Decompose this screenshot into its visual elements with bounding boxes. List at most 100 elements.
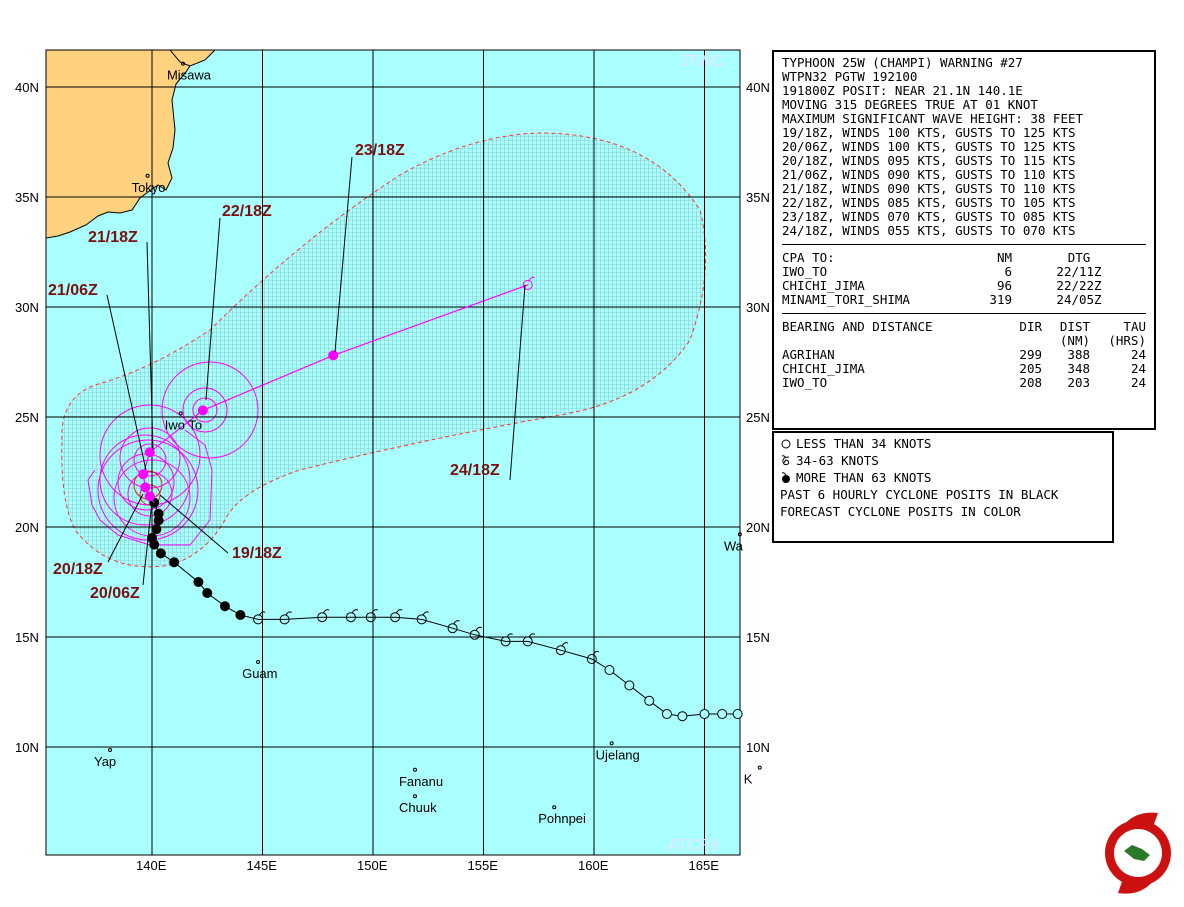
- past-position-marker: [604, 665, 615, 675]
- warning-line: 24/18Z, WINDS 055 KTS, GUSTS TO 070 KTS: [782, 223, 1076, 238]
- warning-line: 20/06Z, WINDS 100 KTS, GUSTS TO 125 KTS: [782, 139, 1076, 154]
- hokkaido-landmass: [169, 50, 216, 67]
- cpa-dtg: 22/11Z: [1056, 264, 1102, 279]
- table-row: CHICHI_JIMA 96 22/22Z: [782, 279, 1146, 293]
- past-position-marker: [555, 642, 569, 656]
- warning-line: MOVING 315 DEGREES TRUE AT 01 KNOT: [782, 97, 1038, 112]
- place-labels: Misawa Tokyo Iwo To Guam Yap Ujelang Fananu Chu…: [94, 61, 762, 826]
- danger-area: [61, 132, 707, 568]
- warning-line: 22/18Z, WINDS 085 KTS, GUSTS TO 105 KTS: [782, 195, 1076, 210]
- past-position-marker: [469, 626, 482, 640]
- japan-landmass: [46, 50, 201, 239]
- warning-line: WTPN32 PGTW 192100: [782, 69, 918, 84]
- bearing-header-tau: TAU: [1123, 319, 1146, 334]
- bearing-dir: 205: [1019, 361, 1042, 376]
- past-position-marker: [169, 557, 180, 568]
- past-position-marker: [365, 609, 379, 623]
- storm-symbol-icon: [781, 454, 790, 465]
- cpa-dtg: 22/22Z: [1056, 278, 1102, 293]
- bearing-subheader-dir: [1002, 334, 1042, 348]
- cpa-header-dtg: DTG: [1067, 250, 1091, 265]
- lat-tick-label: 30N: [15, 300, 39, 315]
- place-label: Yap: [94, 748, 116, 769]
- track-map: 40N 40N 35N 35N 30N 30N 25N 25N 20N 20N 15N 15N 10N 1…: [15, 49, 770, 873]
- lon-tick-label: 140E: [136, 858, 167, 873]
- cpa-table: CPA TO: NM DTG IWO_TO 6 22/11Z CHICHI_JI…: [782, 251, 1146, 307]
- cpa-station: IWO_TO: [782, 264, 828, 279]
- past-position-marker: [219, 601, 230, 612]
- past-position-marker: [153, 508, 164, 519]
- svg-text:K: K: [744, 772, 753, 787]
- lon-tick-label: 165E: [689, 858, 720, 873]
- warning-line: 23/18Z, WINDS 070 KTS, GUSTS TO 085 KTS: [782, 209, 1076, 224]
- past-track-markers: [147, 497, 743, 722]
- legend-item: PAST 6 HOURLY CYCLONE POSITS IN BLACK: [780, 486, 1106, 503]
- table-row: AGRIHAN 299 388 24: [782, 348, 1146, 362]
- past-position-marker: [155, 548, 166, 559]
- bearing-tau: 24: [1130, 361, 1146, 376]
- lon-tick-label: 150E: [357, 858, 388, 873]
- fc-label-20-18z: 20/18Z: [53, 561, 103, 578]
- past-position-marker: [644, 695, 655, 706]
- jtwc-stamp: JTWC: [680, 53, 724, 70]
- lon-tick-label: 160E: [578, 858, 609, 873]
- past-position-marker: [317, 609, 330, 623]
- cpa-nm: 6: [1004, 264, 1012, 279]
- fc-label-20-06z: 20/06Z: [90, 585, 140, 602]
- legend-item: 34-63 KNOTS: [780, 452, 1106, 469]
- legend-item: LESS THAN 34 KNOTS: [780, 435, 1106, 452]
- legend-label: LESS THAN 34 KNOTS: [796, 436, 932, 451]
- svg-text:Guam: Guam: [242, 666, 277, 681]
- place-label: K: [744, 765, 762, 787]
- lat-tick-label: 25N: [746, 410, 770, 425]
- past-position-marker: [345, 609, 359, 623]
- warning-info-box: TYPHOON 25W (CHAMPI) WARNING #27 WTPN32 P…: [772, 50, 1156, 430]
- jtwc-seal-logo: [1105, 812, 1171, 894]
- bearing-tau: 24: [1130, 347, 1146, 362]
- warning-line: 21/18Z, WINDS 090 KTS, GUSTS TO 110 KTS: [782, 181, 1076, 196]
- bearing-station: IWO_TO: [782, 375, 828, 390]
- place-label: Iwo To: [165, 411, 202, 432]
- fc-label-21-18z: 21/18Z: [88, 229, 138, 246]
- past-position-marker: [699, 709, 710, 719]
- map-panel: 40N 40N 35N 35N 30N 30N 25N 25N 20N 20N 15N 15N 10N 1…: [15, 49, 770, 873]
- past-position-marker: [522, 633, 535, 647]
- past-position-marker: [151, 524, 162, 535]
- past-position-marker: [624, 680, 635, 691]
- bearing-subheader-label: [782, 334, 1002, 348]
- cpa-station: CHICHI_JIMA: [782, 278, 865, 293]
- bearing-header-dir: DIR: [1019, 319, 1042, 334]
- past-position-marker: [447, 620, 460, 634]
- place-label: Tokyo: [132, 173, 166, 195]
- atcf-stamp: ATCF®: [668, 837, 721, 854]
- bearing-subheader-tau: (HRS): [1108, 333, 1146, 348]
- cpa-station: MINAMI_TORI_SHIMA: [782, 292, 910, 307]
- bearing-dist: 348: [1067, 361, 1090, 376]
- svg-text:Pohnpei: Pohnpei: [538, 811, 586, 826]
- warning-header-lines: TYPHOON 25W (CHAMPI) WARNING #27 WTPN32 P…: [782, 56, 1146, 238]
- lat-tick-label: 20N: [15, 520, 39, 535]
- legend-label: MORE THAN 63 KNOTS: [796, 470, 932, 485]
- forecast-position-marker: [138, 469, 149, 480]
- warning-line: 191800Z POSIT: NEAR 21.1N 140.1E: [782, 83, 1023, 98]
- fc-label-23-18z: 23/18Z: [355, 142, 405, 159]
- cpa-header-nm: NM: [996, 250, 1012, 265]
- place-label: Ujelang: [596, 741, 640, 762]
- svg-text:Fananu: Fananu: [399, 774, 443, 789]
- place-label: Fananu: [399, 767, 443, 789]
- place-label: Misawa: [167, 61, 212, 83]
- past-position-marker: [390, 609, 403, 623]
- svg-text:Iwo To: Iwo To: [165, 417, 202, 432]
- bearing-dir: 208: [1019, 375, 1042, 390]
- past-position-marker: [500, 633, 513, 647]
- place-label: Chuuk: [399, 794, 437, 815]
- warning-line: TYPHOON 25W (CHAMPI) WARNING #27: [782, 55, 1023, 70]
- past-position-marker: [193, 577, 204, 587]
- lon-tick-label: 155E: [468, 858, 499, 873]
- warning-line: MAXIMUM SIGNIFICANT WAVE HEIGHT: 38 FEET: [782, 111, 1084, 126]
- svg-text:Misawa: Misawa: [167, 68, 212, 83]
- bearing-header-label: BEARING AND DISTANCE: [782, 319, 933, 334]
- axis-labels: 40N 40N 35N 35N 30N 30N 25N 25N 20N 20N 15N 15N 10N 1…: [15, 80, 770, 873]
- fc-label-24-18z: 24/18Z: [450, 462, 500, 479]
- forecast-position-marker: [144, 491, 155, 502]
